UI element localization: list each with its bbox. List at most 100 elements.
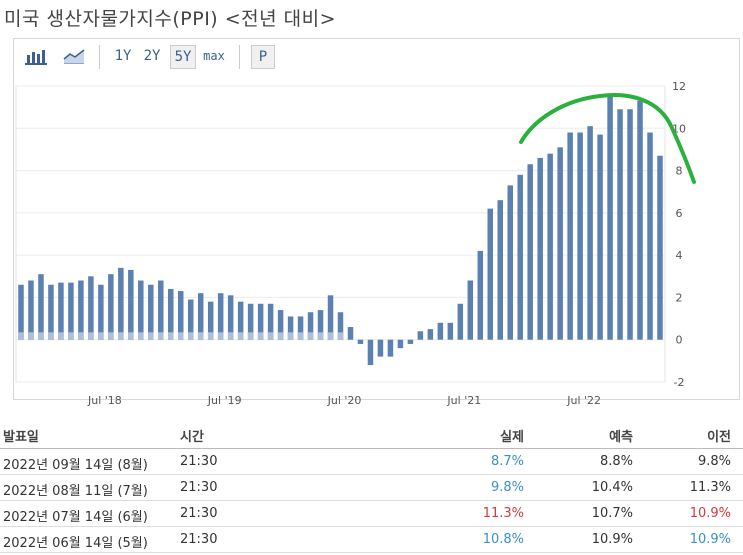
cell-date: 2022년 07월 14일 (6월): [3, 510, 148, 525]
bar[interactable]: [68, 282, 74, 340]
bar-base: [88, 332, 94, 340]
y-tick-label: 6: [676, 207, 683, 220]
bar[interactable]: [207, 301, 214, 340]
cell-date: 2022년 08월 11일 (7월): [3, 484, 148, 499]
bar[interactable]: [287, 316, 294, 340]
bar[interactable]: [647, 132, 653, 340]
bar[interactable]: [297, 316, 304, 340]
x-tick-label: Jul '18: [87, 394, 122, 407]
page-title: 미국 생산자물가지수(PPI) <전년 대비>: [4, 8, 337, 30]
bar[interactable]: [347, 327, 354, 340]
bar[interactable]: [317, 310, 324, 340]
bar[interactable]: [417, 331, 424, 340]
bar[interactable]: [467, 280, 474, 340]
bar[interactable]: [178, 291, 184, 340]
bar[interactable]: [357, 339, 364, 344]
bar-base: [58, 332, 64, 340]
bar-base: [78, 332, 84, 340]
bar[interactable]: [377, 339, 384, 357]
bar[interactable]: [557, 147, 563, 340]
range-1y-button[interactable]: 1Y: [114, 48, 132, 64]
bar[interactable]: [657, 155, 663, 340]
bar[interactable]: [487, 208, 494, 340]
bar[interactable]: [447, 322, 454, 340]
bar[interactable]: [627, 109, 633, 340]
bar[interactable]: [457, 303, 464, 340]
cell-time: 21:30: [180, 480, 218, 495]
bar[interactable]: [168, 288, 174, 340]
bar[interactable]: [257, 303, 264, 340]
bar[interactable]: [407, 339, 414, 344]
bar[interactable]: [497, 200, 503, 340]
bar[interactable]: [148, 284, 154, 340]
bar[interactable]: [58, 282, 64, 340]
bar-base: [217, 332, 224, 340]
table-row: 2022년 06월 14일 (5월) 21:30 10.8% 10.9% 10.9%: [0, 526, 743, 553]
bar[interactable]: [247, 303, 254, 340]
bar[interactable]: [507, 185, 513, 340]
bar[interactable]: [38, 274, 44, 340]
bar[interactable]: [187, 299, 194, 340]
bar-base: [327, 332, 334, 340]
bar-base: [297, 332, 304, 340]
bar[interactable]: [267, 303, 274, 340]
bar[interactable]: [227, 295, 234, 340]
bar[interactable]: [118, 267, 124, 340]
bar[interactable]: [617, 109, 623, 340]
bar-base: [128, 332, 134, 340]
bar[interactable]: [477, 250, 484, 340]
y-tick-label: 4: [676, 249, 683, 262]
bar[interactable]: [577, 132, 583, 340]
bar[interactable]: [607, 96, 613, 340]
bar[interactable]: [327, 295, 334, 340]
bar[interactable]: [587, 126, 593, 340]
range-max-button[interactable]: max: [203, 49, 225, 63]
bar[interactable]: [18, 284, 24, 340]
bar[interactable]: [597, 134, 603, 340]
bar-base: [187, 332, 194, 340]
bar[interactable]: [517, 174, 523, 340]
bar[interactable]: [217, 293, 224, 340]
header-time: 시간: [180, 430, 204, 445]
bar[interactable]: [197, 293, 204, 340]
bar-chart-icon[interactable]: [25, 47, 47, 65]
range-5y-button[interactable]: 5Y: [170, 45, 196, 69]
bar-base: [98, 332, 104, 340]
bar[interactable]: [158, 280, 164, 340]
bar[interactable]: [547, 153, 553, 340]
bar[interactable]: [387, 339, 394, 357]
bar[interactable]: [567, 132, 573, 340]
line-chart-icon[interactable]: [63, 47, 85, 65]
bar[interactable]: [527, 164, 533, 340]
x-tick-label: Jul '20: [327, 394, 362, 407]
bar-base: [207, 332, 214, 340]
p-button[interactable]: P: [251, 45, 275, 69]
x-tick-label: Jul '19: [207, 394, 242, 407]
bar[interactable]: [337, 312, 344, 340]
bar[interactable]: [537, 157, 543, 340]
bar[interactable]: [637, 100, 643, 340]
bar[interactable]: [28, 280, 34, 340]
bar[interactable]: [128, 269, 134, 340]
bar-base: [148, 332, 154, 340]
cell-previous: 9.8%: [697, 454, 731, 469]
bar[interactable]: [437, 322, 444, 340]
bar-base: [317, 332, 324, 340]
bar[interactable]: [427, 329, 434, 340]
bar[interactable]: [277, 310, 284, 340]
bar[interactable]: [237, 301, 244, 340]
bar[interactable]: [367, 339, 374, 366]
header-actual: 실제: [500, 430, 524, 445]
bar-base: [337, 332, 344, 340]
bar[interactable]: [397, 339, 404, 349]
bar[interactable]: [98, 284, 104, 340]
range-2y-button[interactable]: 2Y: [143, 48, 161, 64]
bar[interactable]: [307, 312, 314, 340]
bar[interactable]: [78, 280, 84, 340]
bar[interactable]: [88, 276, 94, 340]
bar-base: [247, 332, 254, 340]
bar[interactable]: [108, 274, 114, 340]
bar[interactable]: [138, 280, 144, 340]
cell-date: 2022년 06월 14일 (5월): [3, 536, 148, 551]
bar[interactable]: [48, 284, 54, 340]
